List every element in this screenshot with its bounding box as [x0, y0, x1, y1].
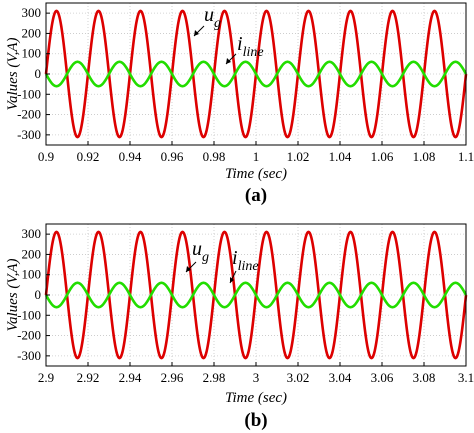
annotation-arrowhead-iline-b [230, 277, 234, 283]
y-tick-label: -200 [17, 328, 41, 343]
x-tick-label: 1.02 [287, 149, 310, 164]
x-tick-label: 0.9 [38, 149, 54, 164]
x-tick-label: 1.1 [458, 149, 474, 164]
y-tick-label: 300 [22, 5, 42, 20]
x-tick-label: 3.04 [329, 370, 352, 385]
series-line-i-line [44, 60, 468, 88]
x-tick-label: 0.98 [203, 149, 226, 164]
y-tick-label: 200 [22, 246, 42, 261]
x-tick-label: 2.98 [203, 370, 226, 385]
x-tick-label: 1.06 [371, 149, 394, 164]
x-tick-label: 3.02 [287, 370, 310, 385]
x-tick-label: 3 [253, 370, 260, 385]
y-tick-label: -100 [17, 307, 41, 322]
y-tick-label: 300 [22, 226, 42, 241]
series-line-i-line [44, 281, 468, 309]
x-tick-label: 0.92 [77, 149, 100, 164]
y-tick-label: -200 [17, 107, 41, 122]
x-tick-label: 2.92 [77, 370, 100, 385]
ylabel-b: Values (V,A) [5, 258, 21, 331]
annotation-iline-b: iline [232, 247, 259, 274]
x-tick-label: 1 [253, 149, 260, 164]
x-tick-label: 3.1 [458, 370, 474, 385]
annotation-iline-a: iline [237, 33, 264, 60]
series-layer-a [44, 9, 468, 139]
x-tick-label: 0.94 [119, 149, 142, 164]
x-tick-label: 1.04 [329, 149, 352, 164]
annotation-arrowhead-ug-a [194, 30, 199, 36]
series-layer-b [44, 230, 468, 360]
x-tick-label: 1.08 [413, 149, 436, 164]
y-tick-label: -300 [17, 348, 41, 363]
x-tick-label: 3.08 [413, 370, 436, 385]
panel-label-a: (a) [245, 185, 267, 206]
annotation-ug-b: ug [192, 238, 209, 265]
x-tick-label: 2.94 [119, 370, 142, 385]
x-tick-label: 3.06 [371, 370, 394, 385]
xlabel-a: Time (sec) [225, 166, 287, 182]
panel-a: 0.9 0.92 0.94 0.96 0.98 1 1.02 1.04 1.06 1.08 1.1 3… [5, 2, 474, 206]
panel-label-b: (b) [244, 410, 267, 431]
y-tick-label: 200 [22, 25, 42, 40]
y-tick-label: 100 [22, 46, 42, 61]
xlabel-b: Time (sec) [225, 390, 287, 406]
y-tick-label: 100 [22, 267, 42, 282]
y-tick-label: -300 [17, 127, 41, 142]
annotation-ug-a: ug [204, 4, 221, 31]
annotation-arrowhead-iline-a [226, 58, 231, 64]
ticks-b: 2.9 2.92 2.94 2.96 2.98 3 3.02 3.04 3.06 3.08 3.1 3… [17, 226, 474, 385]
annotation-arrowhead-ug-b [186, 266, 191, 272]
x-tick-label: 2.9 [38, 370, 54, 385]
x-tick-label: 2.96 [161, 370, 184, 385]
y-tick-label: 0 [35, 287, 42, 302]
ylabel-a: Values (V,A) [5, 37, 21, 110]
y-tick-label: -100 [17, 86, 41, 101]
y-tick-label: 0 [35, 66, 42, 81]
panel-b: 2.9 2.92 2.94 2.96 2.98 3 3.02 3.04 3.06 3.08 3.1 3… [5, 223, 474, 431]
x-tick-label: 0.96 [161, 149, 184, 164]
ticks-a: 0.9 0.92 0.94 0.96 0.98 1 1.02 1.04 1.06 1.08 1.1 3… [17, 5, 474, 164]
